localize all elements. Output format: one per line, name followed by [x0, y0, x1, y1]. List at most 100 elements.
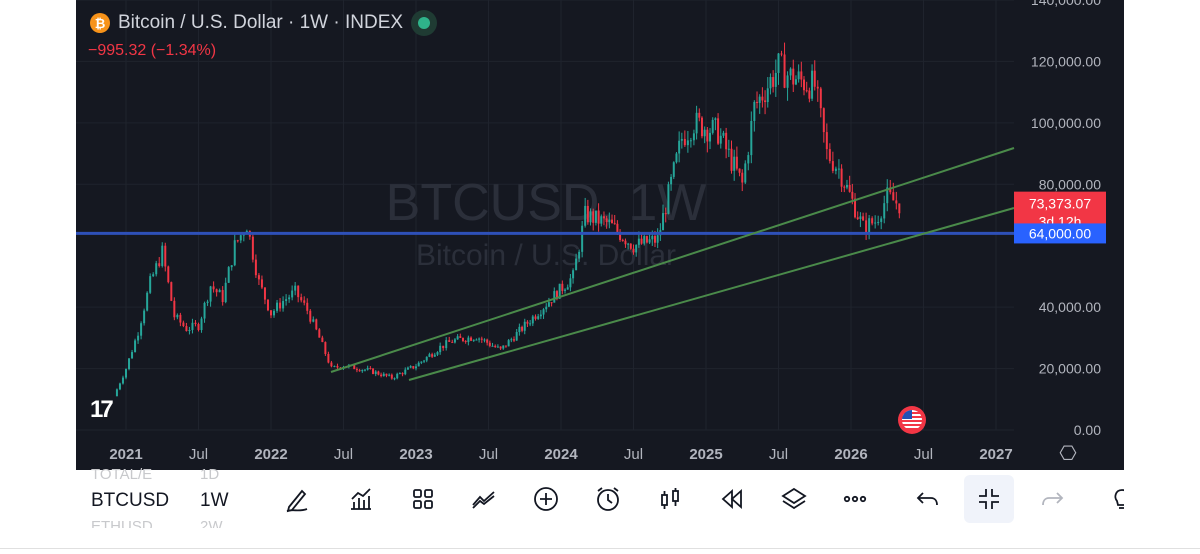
candle-body [266, 299, 269, 311]
candle-body [333, 365, 336, 367]
trend-lines-icon[interactable] [468, 483, 500, 515]
candle-body [179, 314, 182, 323]
candle-body [494, 345, 497, 348]
candle-body [561, 283, 564, 291]
candle-body [385, 373, 388, 376]
candle-body [572, 270, 575, 279]
candle-body [336, 365, 339, 368]
candle-body [251, 236, 254, 260]
fullscreen-exit-icon[interactable] [964, 475, 1014, 523]
layers-icon[interactable] [778, 483, 810, 515]
indicators-icon[interactable] [345, 483, 377, 515]
candle-body [692, 133, 695, 141]
candle-body [303, 300, 306, 303]
candle-body [396, 373, 399, 379]
candle-body [318, 329, 321, 338]
candle-body [602, 216, 605, 219]
candle-body [415, 366, 417, 369]
price-tick-label: 140,000.00 [1031, 0, 1101, 8]
candle-body [865, 220, 868, 234]
symbol-title[interactable]: Bitcoin / U.S. Dollar · 1W · INDEX [118, 12, 404, 33]
candle-body [711, 119, 714, 133]
candle-body [230, 265, 233, 268]
candle-body [445, 340, 448, 349]
candle-body [461, 337, 464, 341]
candle-body [725, 132, 728, 150]
candle-body [629, 243, 632, 249]
more-icon[interactable] [839, 483, 871, 515]
time-tick-label: 2023 [399, 446, 432, 463]
candle-body [805, 90, 808, 92]
candle-body [581, 225, 584, 252]
layout-grid-icon[interactable] [407, 483, 439, 515]
candle-body [889, 187, 892, 193]
candle-body [499, 346, 502, 349]
candle-body [722, 132, 725, 136]
candle-body [797, 71, 800, 80]
candle-body [321, 337, 324, 343]
add-icon[interactable] [530, 483, 562, 515]
candle-body [792, 68, 795, 85]
candle-body [627, 243, 630, 245]
redo-icon[interactable] [1036, 483, 1068, 515]
candle-body [700, 117, 703, 137]
candle-body [188, 329, 191, 332]
us-flag-event-icon[interactable] [898, 406, 926, 434]
candle-body [526, 321, 529, 324]
candle-body [706, 129, 709, 142]
candle-body [515, 332, 518, 341]
candle-body [358, 370, 361, 372]
candle-body [871, 218, 874, 224]
candle-body [118, 383, 121, 390]
interval-selector[interactable]: 1W [200, 490, 229, 511]
candle-body [309, 310, 312, 322]
price-chart[interactable]: BTCUSD, 1W Bitcoin / U.S. Dollar 140,000… [76, 0, 1124, 470]
candle-body [270, 310, 272, 316]
candle-body [439, 345, 442, 353]
candle-body [412, 366, 415, 369]
candle-body [558, 283, 561, 299]
candle-body [531, 316, 534, 324]
candle-body [834, 168, 837, 171]
undo-icon[interactable] [912, 483, 944, 515]
chart-settings-icon[interactable]: ⎔ [1059, 443, 1077, 465]
candle-body [330, 362, 333, 367]
candle-body [670, 176, 673, 185]
line-price-label: 64,000.00 [1029, 225, 1091, 241]
candle-body [616, 223, 619, 232]
candle-body [398, 373, 401, 375]
candle-body [276, 302, 279, 311]
candle-body [393, 378, 396, 380]
candle-body [862, 216, 865, 221]
candle-body [709, 132, 712, 142]
candle-body [766, 88, 769, 103]
lightbulb-icon[interactable] [1106, 483, 1124, 515]
candle-body [486, 339, 489, 343]
candle-body [895, 200, 898, 204]
candle-body [848, 184, 851, 192]
replay-icon[interactable] [716, 483, 748, 515]
candle-body [423, 360, 426, 362]
candle-body [874, 222, 877, 224]
price-tick-label: 20,000.00 [1039, 361, 1101, 377]
alert-clock-icon[interactable] [592, 483, 624, 515]
candle-body [361, 369, 364, 372]
candle-body [733, 156, 736, 171]
candle-body [613, 223, 616, 225]
tradingview-logo-icon[interactable]: 17 [90, 396, 114, 423]
chart-header[interactable]: ₿ Bitcoin / U.S. Dollar · 1W · INDEX [90, 10, 438, 36]
candles-icon[interactable] [654, 483, 686, 515]
candle-body [698, 112, 701, 118]
candle-body [843, 186, 846, 188]
chart-area[interactable]: BTCUSD, 1W Bitcoin / U.S. Dollar 140,000… [76, 0, 1124, 470]
candle-body [675, 153, 678, 163]
symbol-selector[interactable]: BTCUSD [91, 490, 170, 511]
candle-body [892, 192, 895, 201]
candle-body [390, 374, 393, 379]
candle-body [643, 236, 646, 244]
candle-body [149, 276, 152, 293]
drawing-pen-icon[interactable] [281, 483, 313, 515]
market-status-icon[interactable] [411, 10, 438, 36]
time-tick-label: Jul [334, 446, 353, 463]
ghost-symbol-above: TOTAL/E [91, 466, 153, 483]
